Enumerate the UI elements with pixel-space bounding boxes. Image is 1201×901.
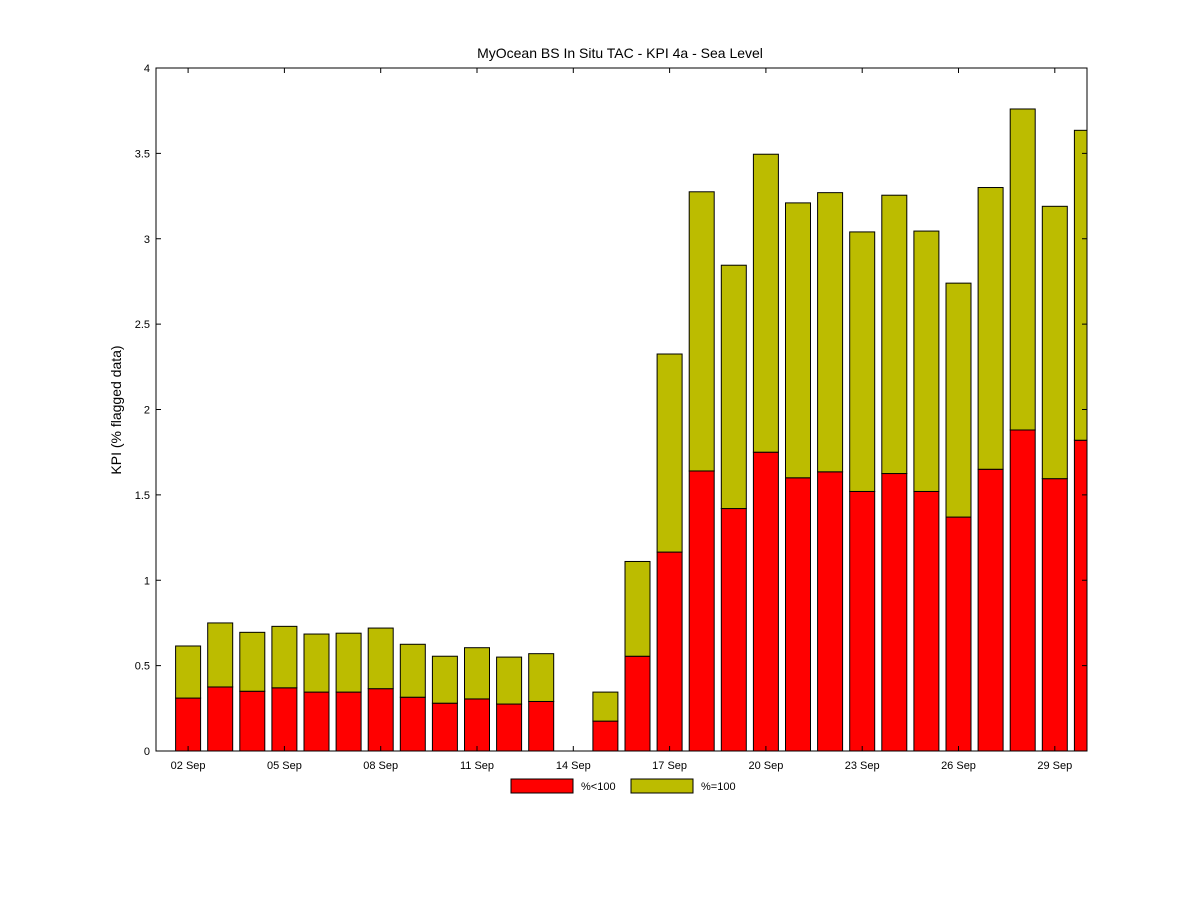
bar-lt100-3 [239,690,266,752]
bar-lt100-28 [1041,478,1068,752]
bar-eq100-26 [977,187,1004,470]
bar-eq100-16 [656,353,683,553]
legend-swatch-series-1 [510,778,574,794]
bar-eq100-25 [945,282,972,518]
bar-lt100-10 [464,698,490,752]
bar-lt100-4 [271,687,298,752]
bar-eq100-28 [1041,205,1068,480]
bar-eq100-5 [303,633,330,693]
y-tick-label: 0 [144,746,150,758]
bar-lt100-27 [1009,429,1036,752]
bar-lt100-9 [431,702,458,752]
x-tick-label: 14 Sep [556,760,591,772]
x-tick-label: 02 Sep [171,760,206,772]
bar-eq100-23 [881,194,908,475]
y-tick-label: 0.5 [135,661,150,673]
y-tick-label: 2.5 [135,319,150,331]
bar-lt100-6 [335,691,362,752]
bar-lt100-7 [367,688,394,752]
bar-lt100-16 [656,551,683,752]
bar-eq100-20 [785,202,811,479]
bar-eq100-17 [688,191,715,472]
legend: %<100 %=100 [501,774,749,799]
bar-eq100-14 [592,691,619,722]
x-tick-label: 20 Sep [748,760,783,772]
bar-lt100-25 [945,516,972,752]
y-axis-ticks: 0 0.5 1 1.5 2 2.5 3 3.5 4 [135,63,1087,758]
bar-eq100-10 [464,647,490,700]
x-tick-label: 17 Sep [652,760,687,772]
bar-eq100-1 [175,645,202,699]
bar-group [175,108,1088,752]
bar-eq100-27 [1009,108,1036,431]
bar-eq100-9 [431,655,458,704]
legend-label-series-2: %=100 [701,781,736,793]
y-tick-label: 3 [144,234,150,246]
bar-eq100-15 [624,560,651,657]
y-tick-label: 2 [144,405,150,417]
y-tick-label: 4 [144,63,150,75]
bar-eq100-6 [335,632,362,693]
bar-eq100-4 [271,625,298,689]
bar-eq100-29 [1073,129,1088,441]
bar-eq100-12 [528,653,555,702]
bar-eq100-11 [496,656,523,705]
bar-eq100-18 [720,264,747,510]
y-tick-label: 3.5 [135,148,150,160]
bar-eq100-3 [239,631,266,692]
bar-lt100-15 [624,655,651,752]
bar-lt100-24 [913,490,940,752]
bar-eq100-2 [207,622,234,688]
bar-eq100-21 [817,192,844,473]
bar-lt100-17 [688,470,715,752]
bar-lt100-1 [175,697,202,752]
x-tick-label: 29 Sep [1037,760,1072,772]
x-axis-ticks: 02 Sep 05 Sep 08 Sep 11 Sep 14 Sep 17 Sep 20 S… [171,68,1072,772]
bar-lt100-21 [817,471,844,752]
bar-lt100-26 [977,468,1004,752]
bar-lt100-20 [785,477,811,752]
chart-title: MyOcean BS In Situ TAC - KPI 4a - Sea Le… [477,45,763,61]
x-tick-label: 26 Sep [941,760,976,772]
legend-label-series-1: %<100 [581,781,616,793]
x-tick-label: 23 Sep [845,760,880,772]
bar-lt100-11 [496,703,523,752]
bar-lt100-2 [207,686,234,752]
bar-lt100-29 [1073,439,1088,752]
x-tick-label: 05 Sep [267,760,302,772]
bar-eq100-8 [399,643,426,698]
legend-swatch-series-2 [630,778,694,794]
x-tick-label: 11 Sep [460,760,494,772]
bar-lt100-18 [720,508,747,752]
y-axis-label: KPI (% flagged data) [108,345,124,474]
bar-eq100-24 [913,230,940,492]
bar-lt100-12 [528,700,555,752]
bar-lt100-19 [752,451,779,752]
bar-eq100-19 [752,153,779,453]
bar-lt100-23 [881,473,908,752]
bar-lt100-5 [303,691,330,752]
bar-lt100-22 [849,490,876,752]
y-tick-label: 1.5 [135,490,150,502]
bar-eq100-22 [849,231,876,492]
bar-eq100-7 [367,627,394,690]
bar-lt100-8 [399,696,426,752]
bar-lt100-14 [592,720,619,752]
y-tick-label: 1 [144,575,150,587]
x-tick-label: 08 Sep [363,760,398,772]
